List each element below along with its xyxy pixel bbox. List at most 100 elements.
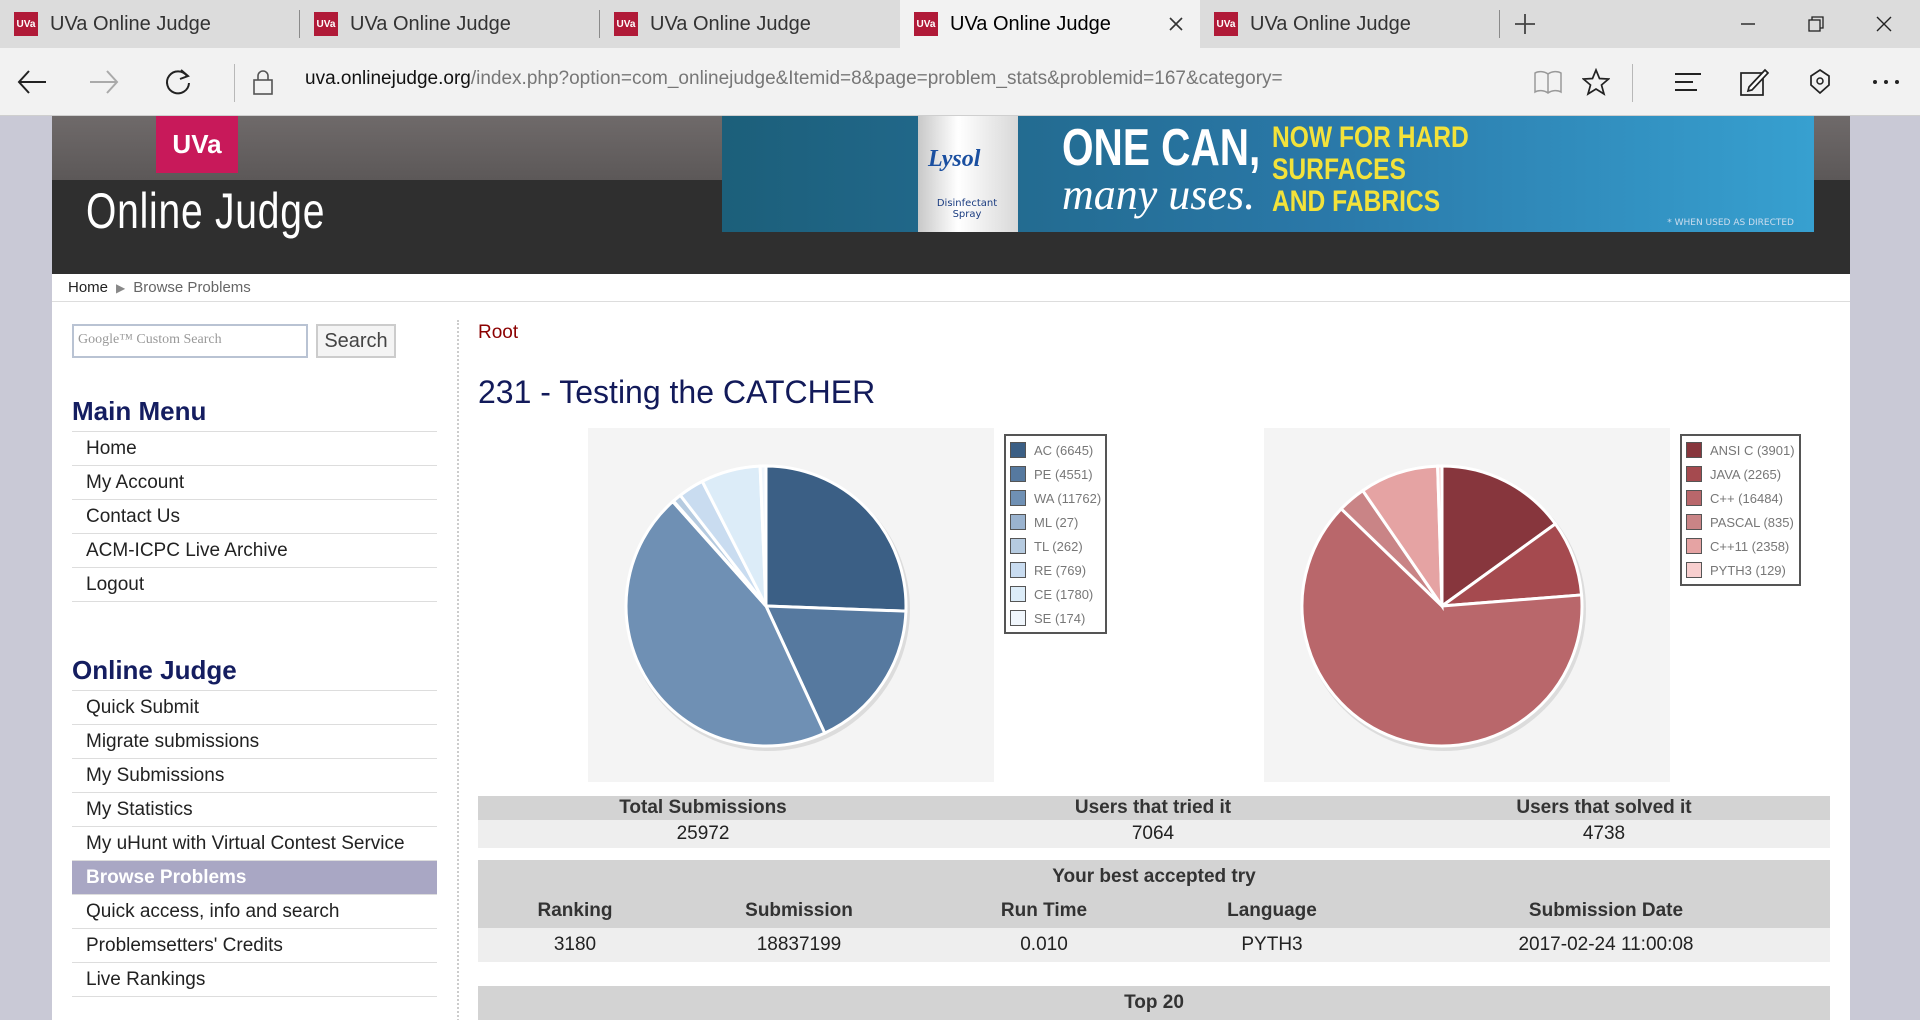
- legend-item: PYTH3 (129): [1686, 558, 1795, 582]
- column-divider: [457, 320, 459, 1020]
- forward-arrow-icon[interactable]: [82, 60, 126, 104]
- tab-title: UVa Online Judge: [50, 12, 211, 35]
- best-try-header: Submission: [745, 900, 853, 921]
- legend-label: C++ (16484): [1710, 490, 1783, 506]
- tab-title: UVa Online Judge: [650, 12, 811, 35]
- web-page: UVa Online Judge Lysol Disinfectant Spra…: [52, 116, 1850, 1020]
- legend-item: WA (11762): [1010, 486, 1101, 510]
- advertisement-banner[interactable]: Lysol Disinfectant Spray ONE CAN, many u…: [722, 116, 1814, 232]
- web-note-icon[interactable]: [1732, 60, 1776, 104]
- legend-label: SE (174): [1034, 610, 1086, 626]
- breadcrumb-home[interactable]: Home: [68, 279, 109, 296]
- search-button[interactable]: Search: [316, 324, 396, 358]
- legend-swatch: [1686, 538, 1702, 554]
- main-menu-title: Main Menu: [72, 396, 437, 432]
- legend-item: PASCAL (835): [1686, 510, 1795, 534]
- total-submissions: 25972: [676, 823, 730, 844]
- best-try-value-row: 3180 18837199 0.010 PYTH3 2017-02-24 11:…: [478, 928, 1830, 962]
- pie-slice-pyth3: [1436, 464, 1444, 607]
- menu-item-migrate-submissions[interactable]: Migrate submissions: [72, 725, 437, 759]
- ad-headline: ONE CAN,: [1062, 119, 1261, 177]
- ad-tagline-2: SURFACES: [1272, 153, 1406, 186]
- browser-tab[interactable]: UVa UVa Online Judge: [600, 0, 900, 48]
- legend-label: ANSI C (3901): [1710, 442, 1795, 458]
- root-link[interactable]: Root: [478, 322, 519, 343]
- menu-item-my-account[interactable]: My Account: [72, 466, 437, 500]
- legend-swatch: [1010, 610, 1026, 626]
- new-tab-icon[interactable]: [1503, 10, 1547, 38]
- restore-icon[interactable]: [1782, 0, 1850, 48]
- uva-favicon-icon: UVa: [1214, 12, 1238, 36]
- legend-item: ANSI C (3901): [1686, 438, 1795, 462]
- share-icon[interactable]: [1798, 60, 1842, 104]
- legend-item: RE (769): [1010, 558, 1101, 582]
- ad-tagline-1: NOW FOR HARD: [1272, 121, 1469, 154]
- browser-tab[interactable]: UVa UVa Online Judge: [300, 0, 600, 48]
- best-try-title-row: Your best accepted try: [478, 860, 1830, 894]
- url-host: uva.onlinejudge.org: [305, 68, 471, 89]
- tab-title: UVa Online Judge: [950, 12, 1111, 35]
- menu-item-quick-submit[interactable]: Quick Submit: [72, 691, 437, 725]
- hub-icon[interactable]: [1666, 60, 1710, 104]
- best-try-table: Your best accepted try Ranking Submissio…: [478, 860, 1830, 962]
- legend-item: SE (174): [1010, 606, 1101, 630]
- pie-slice-ac: [764, 464, 908, 613]
- refresh-icon[interactable]: [156, 60, 200, 104]
- legend-swatch: [1010, 586, 1026, 602]
- legend-label: ML (27): [1034, 514, 1079, 530]
- toolbar-divider: [234, 64, 235, 102]
- summary-value-row: 25972 7064 4738: [478, 820, 1830, 848]
- close-window-icon[interactable]: [1850, 0, 1918, 48]
- menu-item-uhunt[interactable]: My uHunt with Virtual Contest Service: [72, 827, 437, 861]
- more-options-icon[interactable]: [1864, 60, 1908, 104]
- spray-can-image: Lysol Disinfectant Spray: [918, 116, 1018, 232]
- menu-item-quick-access[interactable]: Quick access, info and search: [72, 895, 437, 929]
- uva-logo[interactable]: UVa: [156, 116, 238, 173]
- menu-item-home[interactable]: Home: [72, 432, 437, 466]
- pie-slice-wa: [624, 499, 827, 748]
- uva-favicon-icon: UVa: [314, 12, 338, 36]
- back-arrow-icon[interactable]: [10, 60, 54, 104]
- menu-item-logout[interactable]: Logout: [72, 568, 437, 602]
- search-input[interactable]: Google™ Custom Search: [72, 324, 308, 358]
- legend-label: C++11 (2358): [1710, 538, 1790, 554]
- legend-swatch: [1010, 490, 1026, 506]
- close-tab-icon[interactable]: [1164, 12, 1188, 36]
- browser-tab-active[interactable]: UVa UVa Online Judge: [900, 0, 1200, 48]
- menu-item-live-rankings[interactable]: Live Rankings: [72, 963, 437, 997]
- site-title[interactable]: Online Judge: [86, 183, 326, 239]
- uva-favicon-icon: UVa: [14, 12, 38, 36]
- menu-item-live-archive[interactable]: ACM-ICPC Live Archive: [72, 534, 437, 568]
- menu-item-browse-problems[interactable]: Browse Problems: [72, 861, 437, 895]
- menu-item-my-submissions[interactable]: My Submissions: [72, 759, 437, 793]
- lock-icon: [241, 60, 285, 104]
- summary-table: Total Submissions Users that tried it Us…: [478, 796, 1830, 848]
- best-try-header: Run Time: [1000, 900, 1088, 921]
- menu-item-my-statistics[interactable]: My Statistics: [72, 793, 437, 827]
- legend-item: CE (1780): [1010, 582, 1101, 606]
- uva-favicon-icon: UVa: [914, 12, 938, 36]
- ad-tagline-3: AND FABRICS: [1272, 185, 1441, 218]
- top-20-title: Top 20: [1124, 992, 1184, 1013]
- minimize-icon[interactable]: [1714, 0, 1782, 48]
- top-20-title-row: Top 20: [478, 986, 1830, 1020]
- legend-swatch: [1686, 490, 1702, 506]
- legend-item: ML (27): [1010, 510, 1101, 534]
- summary-header: Users that solved it: [1516, 797, 1692, 818]
- browser-tab[interactable]: UVa UVa Online Judge: [1200, 0, 1500, 48]
- legend-swatch: [1010, 466, 1026, 482]
- legend-label: WA (11762): [1034, 490, 1102, 506]
- legend-item: C++ (16484): [1686, 486, 1795, 510]
- favorite-star-icon[interactable]: [1574, 60, 1618, 104]
- url-field[interactable]: uva.onlinejudge.org/index.php?option=com…: [305, 68, 1283, 90]
- reading-view-icon[interactable]: [1526, 60, 1570, 104]
- legend-item: C++11 (2358): [1686, 534, 1795, 558]
- menu-item-contact-us[interactable]: Contact Us: [72, 500, 437, 534]
- ad-disclaimer: * WHEN USED AS DIRECTED: [1667, 218, 1794, 228]
- menu-item-problemsetters-credits[interactable]: Problemsetters' Credits: [72, 929, 437, 963]
- best-try-header: Language: [1227, 900, 1317, 921]
- best-submission-id[interactable]: 18837199: [756, 934, 842, 955]
- language-pie-chart: [1300, 464, 1586, 751]
- toolbar-divider: [1632, 64, 1633, 102]
- browser-tab[interactable]: UVa UVa Online Judge: [0, 0, 300, 48]
